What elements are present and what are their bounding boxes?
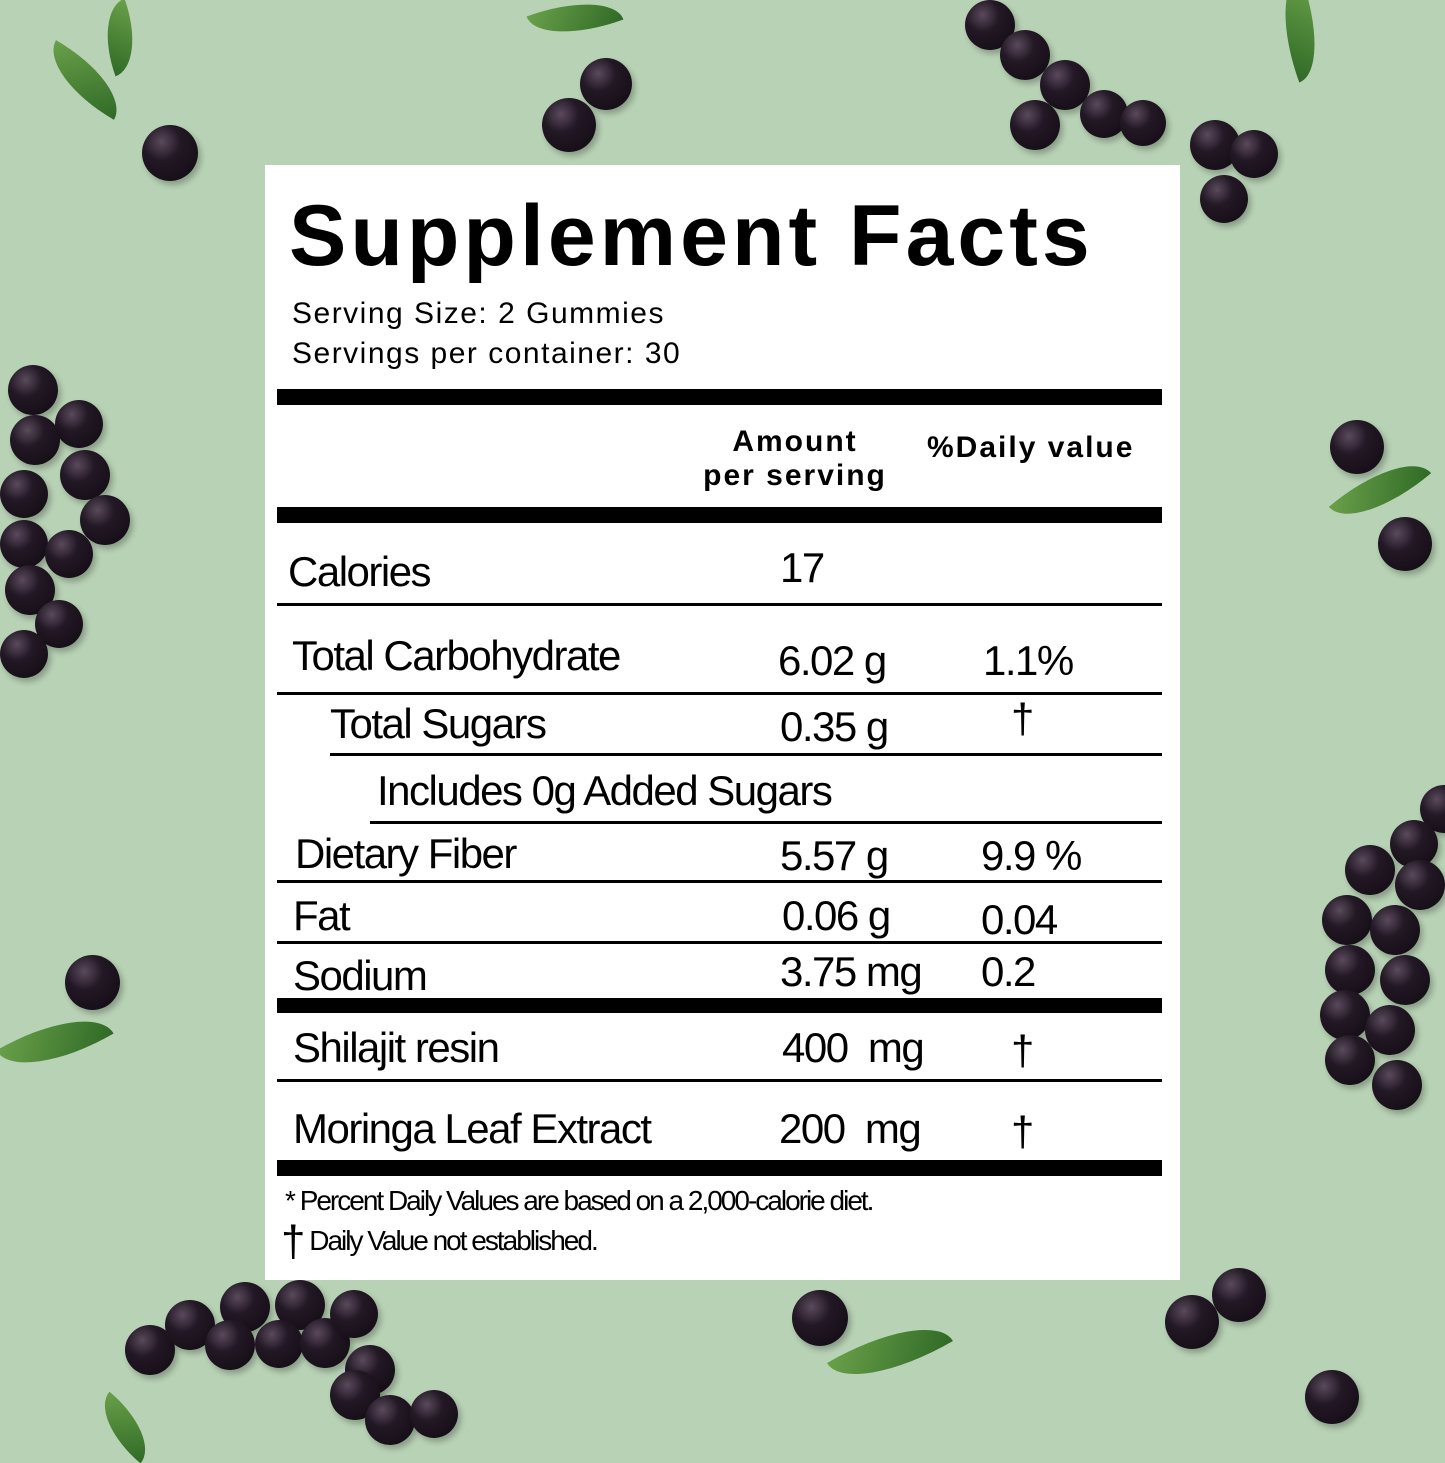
divider-thin bbox=[277, 603, 1162, 606]
row-dv-dietary-fiber: 9.9 % bbox=[981, 832, 1082, 879]
divider-thick bbox=[277, 389, 1162, 405]
divider-thin bbox=[370, 821, 1162, 824]
row-dv-sodium: 0.2 bbox=[981, 948, 1036, 995]
divider-thin bbox=[277, 880, 1162, 883]
divider-thin bbox=[277, 941, 1162, 944]
row-amount-sodium: 3.75 mg bbox=[780, 948, 923, 995]
row-label-sodium: Sodium bbox=[293, 952, 428, 999]
divider-thin bbox=[330, 753, 1162, 756]
row-label-fat: Fat bbox=[293, 892, 351, 939]
row-amount-total-sugars: 0.35 g bbox=[780, 703, 889, 750]
row-label-total-sugars: Total Sugars bbox=[330, 700, 547, 747]
row-dv-total-carbohydrate: 1.1% bbox=[983, 637, 1074, 684]
row-label-dietary-fiber: Dietary Fiber bbox=[295, 830, 517, 877]
servings-per-container: Servings per container: 30 bbox=[292, 337, 682, 370]
row-amount-fat: 0.06 g bbox=[782, 892, 891, 939]
row-label-total-carbohydrate: Total Carbohydrate bbox=[292, 632, 621, 679]
divider-thick bbox=[277, 507, 1162, 523]
footnote-text: Percent Daily Values are based on a 2,00… bbox=[299, 1185, 875, 1216]
amount-header-line1: Amount bbox=[732, 425, 858, 458]
divider-thin bbox=[277, 692, 1162, 695]
dagger-symbol: † bbox=[281, 1217, 306, 1266]
divider-thick bbox=[277, 1160, 1162, 1176]
row-dv-shilajit-resin: † bbox=[1011, 1027, 1034, 1074]
footnote-percent-daily-values: * Percent Daily Values are based on a 2,… bbox=[285, 1185, 875, 1217]
row-amount-calories: 17 bbox=[780, 544, 825, 591]
row-amount-shilajit-resin: 400 mg bbox=[782, 1024, 925, 1071]
row-label-moringa-leaf-extract: Moringa Leaf Extract bbox=[293, 1105, 652, 1152]
row-label-added-sugars: Includes 0g Added Sugars bbox=[377, 767, 833, 814]
amount-header-line2: per serving bbox=[703, 459, 887, 492]
footnote-daily-value-not-established: † Daily Value not established. bbox=[281, 1217, 599, 1267]
row-label-shilajit-resin: Shilajit resin bbox=[293, 1024, 500, 1071]
label-title: Supplement Facts bbox=[289, 188, 1094, 284]
row-dv-total-sugars: † bbox=[1011, 695, 1034, 742]
supplement-facts-panel: Supplement Facts Serving Size: 2 Gummies… bbox=[265, 165, 1180, 1280]
daily-value-header: %Daily value bbox=[927, 431, 1135, 464]
row-dv-moringa-leaf-extract: † bbox=[1011, 1108, 1034, 1155]
row-amount-moringa-leaf-extract: 200 mg bbox=[779, 1105, 922, 1152]
row-label-calories: Calories bbox=[288, 548, 432, 595]
row-dv-fat: 0.04 bbox=[981, 896, 1058, 943]
asterisk-symbol: * bbox=[285, 1185, 296, 1216]
divider-thick bbox=[277, 998, 1162, 1013]
divider-thin bbox=[277, 1079, 1162, 1082]
serving-size: Serving Size: 2 Gummies bbox=[292, 297, 665, 330]
footnote-text: Daily Value not established. bbox=[309, 1225, 598, 1256]
row-amount-dietary-fiber: 5.57 g bbox=[780, 832, 889, 879]
amount-header: Amount per serving bbox=[690, 425, 900, 493]
row-amount-total-carbohydrate: 6.02 g bbox=[778, 637, 887, 684]
